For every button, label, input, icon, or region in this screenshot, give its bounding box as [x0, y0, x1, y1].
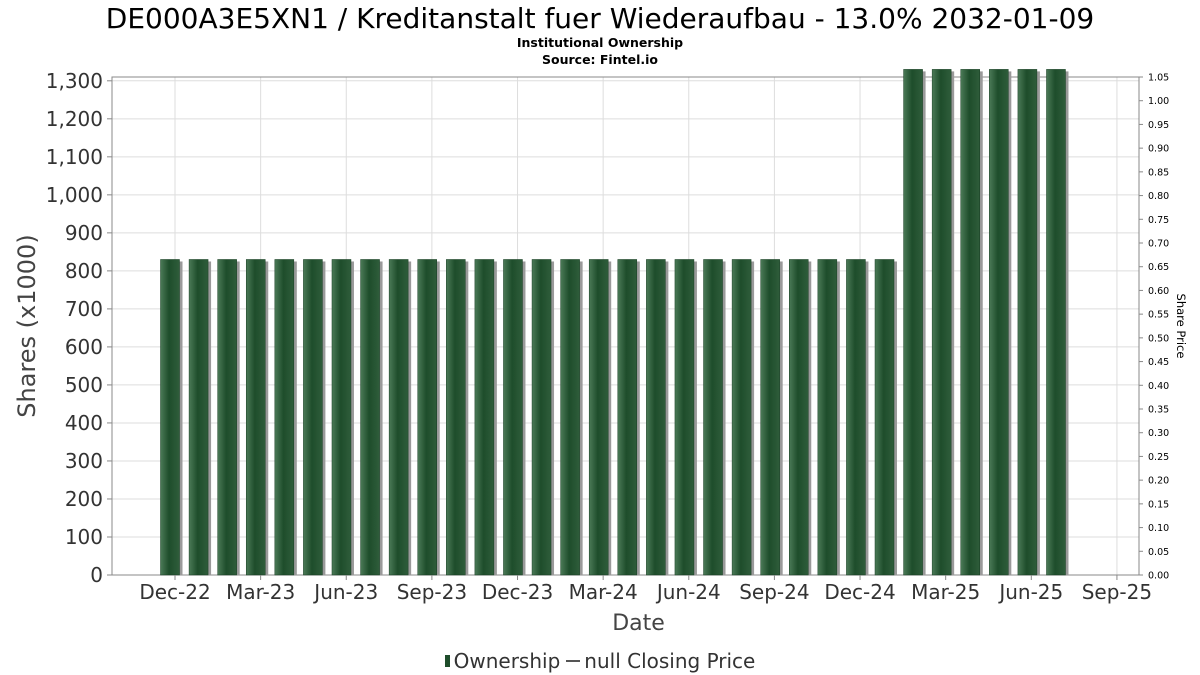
ownership-bar — [331, 259, 352, 576]
x-tick-label: Dec-23 — [482, 580, 553, 604]
x-tick-label: Sep-24 — [739, 580, 809, 604]
ownership-bar — [160, 259, 180, 576]
legend: Ownership null Closing Price — [0, 647, 1200, 673]
ownership-bar — [474, 259, 495, 576]
ownership-bar — [731, 259, 752, 576]
y-tick-label: 300 — [65, 449, 103, 473]
ownership-bar — [960, 69, 980, 576]
y2-tick-label: 0.40 — [1148, 381, 1169, 392]
ownership-bar — [989, 69, 1009, 576]
ownership-bar — [1046, 69, 1066, 576]
y2-tick-label: 0.05 — [1148, 547, 1169, 558]
y-tick-label: 100 — [65, 525, 103, 549]
y-tick-label: 900 — [65, 221, 103, 245]
ownership-bar — [417, 259, 437, 576]
x-tick-label: Dec-22 — [139, 580, 210, 604]
y-tick-label: 200 — [65, 487, 103, 511]
y2-tick-label: 0.65 — [1148, 262, 1169, 273]
y-tick-label: 1,200 — [46, 107, 103, 131]
x-tick-label: Jun-23 — [312, 580, 378, 604]
ownership-bar — [931, 69, 952, 576]
y2-tick-label: 0.20 — [1148, 476, 1169, 487]
y-tick-label: 1,100 — [46, 145, 103, 169]
ownership-bar — [617, 259, 638, 576]
ownership-bar — [903, 69, 923, 576]
y2-axis-label: Share Price — [1174, 294, 1188, 359]
y-axis-left: 0 100 200 300 400 500 600 700 800 900 1,000 1,100 1,… — [46, 69, 112, 587]
chart-title: DE000A3E5XN1 / Kreditanstalt fuer Wieder… — [105, 2, 1095, 35]
ownership-bar — [303, 259, 323, 576]
y2-tick-label: 0.60 — [1148, 286, 1169, 297]
y-tick-label: 400 — [65, 411, 103, 435]
ownership-bar — [360, 259, 380, 576]
legend-ownership-label: Ownership — [453, 648, 561, 673]
y2-tick-label: 0.35 — [1148, 405, 1169, 416]
ownership-bar — [531, 259, 552, 576]
x-tick-label: Mar-25 — [911, 580, 980, 604]
ownership-bar — [674, 259, 695, 576]
ownership-bar — [846, 259, 866, 576]
y2-tick-label: 0.55 — [1148, 310, 1169, 321]
y2-tick-label: 0.85 — [1148, 167, 1169, 178]
x-tick-label: Mar-24 — [569, 580, 638, 604]
ownership-bar — [817, 259, 838, 576]
x-tick-label: Sep-25 — [1082, 580, 1152, 604]
x-tick-label: Sep-23 — [397, 580, 467, 604]
legend-bar-swatch — [444, 654, 450, 667]
y2-tick-label: 0.10 — [1148, 523, 1169, 534]
ownership-bar — [274, 259, 295, 576]
x-tick-label: Mar-23 — [226, 580, 295, 604]
ownership-bar — [874, 259, 895, 576]
ownership-bar — [588, 259, 609, 576]
ownership-bar — [446, 259, 466, 576]
y2-tick-label: 1.00 — [1148, 96, 1169, 107]
y2-tick-label: 0.80 — [1148, 191, 1169, 202]
y2-tick-label: 0.75 — [1148, 215, 1169, 226]
y-tick-label: 0 — [90, 563, 103, 587]
y-tick-label: 600 — [65, 335, 103, 359]
y-tick-label: 500 — [65, 373, 103, 397]
y2-tick-label: 0.00 — [1148, 571, 1169, 582]
ownership-bar — [1017, 69, 1038, 576]
ownership-bar — [388, 259, 409, 576]
chart-subtitle: Institutional Ownership — [516, 35, 684, 50]
ownership-bar — [245, 259, 266, 576]
y2-tick-label: 0.50 — [1148, 333, 1169, 344]
legend-price-label: null Closing Price — [584, 648, 756, 673]
y-tick-label: 1,000 — [46, 183, 103, 207]
ownership-bar — [217, 259, 237, 576]
y2-tick-label: 1.05 — [1148, 73, 1169, 84]
y2-tick-label: 0.95 — [1148, 120, 1169, 131]
ownership-bar — [560, 259, 580, 576]
y-axis-right: 0.00 0.05 0.10 0.15 0.20 0.25 0.30 0.35 0.40 0.45… — [1139, 73, 1169, 582]
ownership-bar — [789, 259, 809, 576]
y-tick-label: 800 — [65, 259, 103, 283]
x-axis: Dec-22 Mar-23 Jun-23 Sep-23 Dec-23 Mar-24 Jun-… — [139, 575, 1152, 604]
legend-line-swatch — [566, 659, 581, 662]
x-tick-label: Jun-24 — [655, 580, 721, 604]
y-axis-label: Shares (x1000) — [13, 234, 41, 417]
x-axis-label: Date — [612, 611, 665, 636]
chart-source: Source: Fintel.io — [542, 52, 658, 67]
y2-tick-label: 0.15 — [1148, 499, 1169, 510]
y2-tick-label: 0.25 — [1148, 452, 1169, 463]
y2-tick-label: 0.45 — [1148, 357, 1169, 368]
y-tick-label: 1,300 — [46, 69, 103, 93]
ownership-bar — [760, 259, 780, 576]
y-tick-label: 700 — [65, 297, 103, 321]
x-tick-label: Jun-25 — [997, 580, 1063, 604]
ownership-bar — [188, 259, 209, 576]
y2-tick-label: 0.90 — [1148, 144, 1169, 155]
ownership-bar — [503, 259, 523, 576]
y2-tick-label: 0.70 — [1148, 239, 1169, 250]
bars — [160, 69, 1069, 576]
ownership-bar — [646, 259, 666, 576]
y2-tick-label: 0.30 — [1148, 428, 1169, 439]
ownership-bar — [703, 259, 723, 576]
x-tick-label: Dec-24 — [824, 580, 895, 604]
